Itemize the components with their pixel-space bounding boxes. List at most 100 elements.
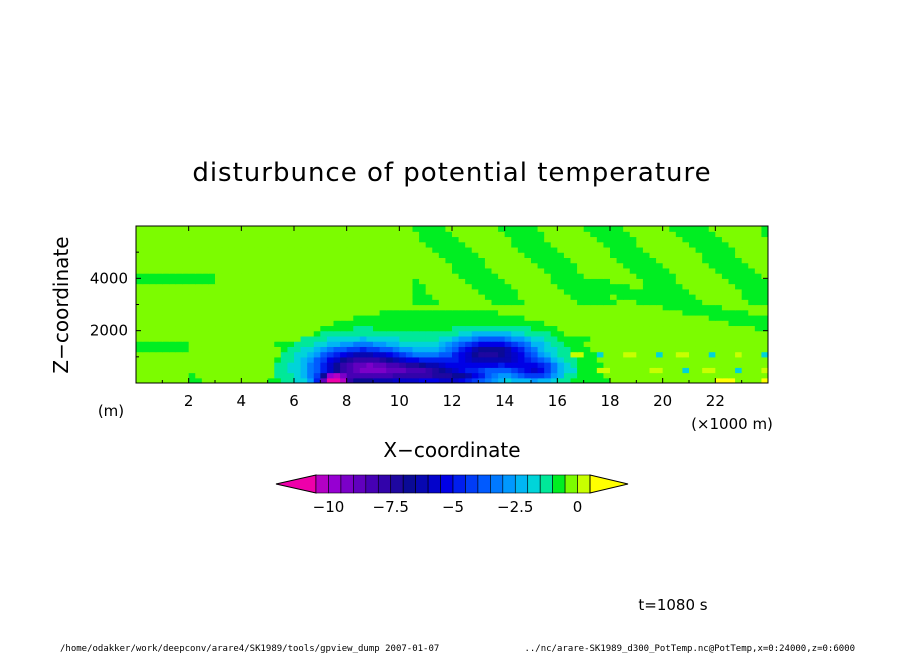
heatmap-cell — [557, 241, 565, 248]
heatmap-cell — [366, 341, 374, 347]
heatmap-cell — [373, 372, 381, 379]
heatmap-cell — [405, 283, 414, 290]
heatmap-cell — [478, 246, 486, 253]
heatmap-cell — [182, 294, 190, 300]
heatmap-cell — [287, 304, 295, 311]
heatmap-cell — [702, 335, 710, 342]
heatmap-cell — [234, 341, 242, 347]
heatmap-cell — [531, 262, 539, 269]
heatmap-cell — [511, 356, 519, 363]
heatmap-cell — [247, 325, 256, 332]
heatmap-cell — [386, 372, 394, 379]
heatmap-cell — [741, 309, 749, 316]
heatmap-cell — [294, 356, 302, 363]
heatmap-cell — [531, 372, 539, 379]
heatmap-cell — [616, 288, 624, 295]
heatmap-cell — [577, 299, 585, 306]
heatmap-cell — [300, 257, 308, 264]
heatmap-cell — [748, 362, 756, 368]
heatmap-cell — [412, 267, 420, 274]
heatmap-cell — [346, 283, 354, 290]
heatmap-cell — [695, 226, 703, 232]
heatmap-cell — [300, 341, 308, 347]
heatmap-cell — [320, 288, 328, 295]
heatmap-cell — [504, 288, 512, 295]
heatmap-cell — [616, 294, 624, 300]
heatmap-cell — [471, 335, 479, 342]
heatmap-cell — [149, 304, 157, 311]
heatmap-cell — [267, 299, 275, 306]
heatmap-cell — [498, 252, 506, 258]
heatmap-cell — [234, 362, 242, 368]
heatmap-cell — [195, 278, 203, 285]
heatmap-cell — [287, 288, 295, 295]
heatmap-cell — [702, 299, 710, 306]
heatmap-cell — [491, 320, 499, 327]
heatmap-cell — [241, 294, 249, 300]
heatmap-cell — [735, 351, 743, 358]
heatmap-cell — [570, 267, 578, 274]
heatmap-cell — [175, 226, 183, 232]
heatmap-cell — [379, 367, 387, 374]
heatmap-cell — [386, 236, 394, 243]
heatmap-cell — [504, 356, 512, 363]
heatmap-cell — [326, 236, 335, 243]
heatmap-cell — [373, 304, 381, 311]
heatmap-cell — [228, 262, 236, 269]
heatmap-cell — [452, 341, 460, 347]
heatmap-cell — [524, 309, 532, 316]
heatmap-cell — [623, 252, 631, 258]
heatmap-cell — [373, 356, 381, 363]
heatmap-cell — [531, 304, 539, 311]
heatmap-cell — [708, 294, 716, 300]
heatmap-cell — [379, 299, 387, 306]
heatmap-cell — [517, 325, 526, 332]
heatmap-cell — [675, 330, 684, 337]
heatmap-cell — [445, 351, 453, 358]
heatmap-cell — [195, 377, 203, 383]
heatmap-cell — [728, 257, 736, 264]
heatmap-cell — [392, 372, 400, 379]
heatmap-cell — [353, 241, 361, 248]
heatmap-cell — [550, 278, 558, 285]
heatmap-cell — [247, 362, 256, 368]
heatmap-cell — [313, 294, 321, 300]
heatmap-cell — [557, 246, 565, 253]
heatmap-cell — [695, 309, 703, 316]
heatmap-cell — [142, 299, 150, 306]
heatmap-cell — [531, 346, 539, 353]
heatmap-cell — [550, 367, 558, 374]
heatmap-cell — [386, 356, 394, 363]
heatmap-cell — [524, 362, 532, 368]
heatmap-cell — [307, 262, 315, 269]
heatmap-cell — [577, 257, 585, 264]
heatmap-cell — [649, 226, 657, 232]
heatmap-cell — [656, 273, 664, 279]
heatmap-cell — [491, 367, 499, 374]
heatmap-cell — [682, 226, 690, 232]
heatmap-cell — [392, 241, 400, 248]
heatmap-cell — [682, 372, 690, 379]
heatmap-cell — [610, 341, 618, 347]
heatmap-cell — [761, 320, 768, 327]
heatmap-cell — [136, 246, 144, 253]
heatmap-cell — [326, 294, 335, 300]
heatmap-cell — [294, 325, 302, 332]
heatmap-cell — [689, 351, 697, 358]
heatmap-cell — [662, 341, 670, 347]
heatmap-cell — [662, 304, 670, 311]
heatmap-cell — [241, 346, 249, 353]
heatmap-cell — [405, 252, 414, 258]
heatmap-cell — [261, 283, 269, 290]
heatmap-cell — [425, 341, 433, 347]
heatmap-cell — [438, 246, 447, 253]
heatmap-cell — [754, 257, 763, 264]
heatmap-cell — [741, 304, 749, 311]
heatmap-cell — [570, 226, 578, 232]
heatmap-cell — [307, 257, 315, 264]
heatmap-cell — [471, 283, 479, 290]
heatmap-cell — [458, 356, 466, 363]
heatmap-cell — [715, 299, 723, 306]
heatmap-cell — [155, 252, 163, 258]
heatmap-cell — [412, 320, 420, 327]
